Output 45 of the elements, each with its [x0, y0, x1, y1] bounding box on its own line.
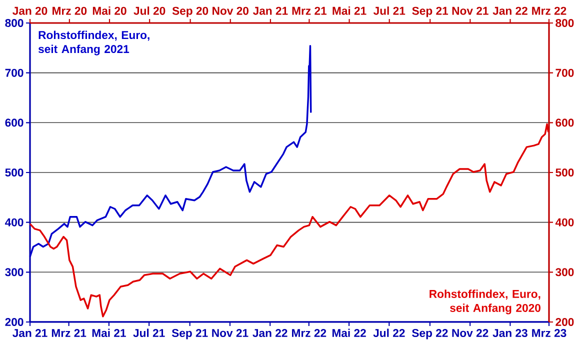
x2-tick-label: Jan 20 [12, 6, 48, 15]
text: Rohstoffindex, Euro, seit Anfang 2020 [430, 290, 540, 314]
line-series [29, 45, 312, 258]
x2-tick-label: Sep 21 [412, 6, 448, 18]
y2-tick-label: 400 [555, 218, 574, 226]
y2-tick-label: 800 [556, 18, 574, 27]
x-tick-label: Nov 22 [452, 329, 488, 338]
x2-tick-label: Jul 20 [134, 6, 166, 15]
y-tick-label: 200 [5, 318, 24, 326]
y-tick-label: 600 [5, 118, 24, 127]
y-tick-label: 400 [5, 218, 24, 226]
x2-tick-label: Jan 22 [492, 6, 528, 15]
x2-tick-label: Mai 21 [332, 6, 366, 15]
x2-tick-label: Jul 21 [373, 6, 406, 15]
x-tick-label: Jan 22 [252, 329, 288, 338]
x2-tick-label: Sep 20 [172, 6, 208, 18]
x2-tick-label: Nov 21 [452, 6, 488, 15]
x-tick-label: Jan 21 [12, 329, 48, 338]
y2-tick-label: 300 [556, 268, 574, 276]
y2-tick-label: 600 [556, 118, 574, 127]
x-tick-label: Mrz 23 [532, 329, 566, 338]
y2-tick-label: 700 [556, 68, 574, 77]
x-tick-label: Jul 22 [373, 328, 405, 338]
y-tick-label: 500 [5, 168, 24, 176]
x2-tick-label: Jan 21 [252, 6, 288, 15]
y-tick-label: 800 [5, 18, 24, 27]
text: Rohstoffindex, Euro, seit Anfang 2021 [38, 30, 150, 56]
x-tick-label: Sep 22 [412, 329, 448, 340]
x2-tick-label: Mrz 21 [292, 6, 327, 15]
y-tick-label: 700 [5, 68, 24, 77]
x-tick-label: Mrz 21 [52, 329, 86, 337]
y-tick-label: 300 [5, 268, 24, 276]
x-tick-label: Mrz 22 [292, 329, 326, 337]
x-tick-label: Mai 21 [92, 328, 126, 338]
x2-tick-label: Mrz 22 [532, 6, 566, 15]
x2-tick-label: Nov 20 [212, 6, 248, 15]
x-tick-label: Jul 21 [133, 328, 165, 338]
x-tick-label: Sep 21 [172, 329, 208, 340]
x2-tick-label: Mai 20 [92, 6, 126, 15]
x2-tick-label: Mrz 20 [52, 6, 87, 15]
y2-tick-label: 500 [556, 168, 574, 176]
y2-tick-label: 200 [556, 318, 574, 326]
x-tick-label: Nov 21 [212, 329, 248, 338]
x-tick-label: Jan 23 [492, 329, 528, 338]
x-tick-label: Mai 22 [332, 328, 366, 338]
